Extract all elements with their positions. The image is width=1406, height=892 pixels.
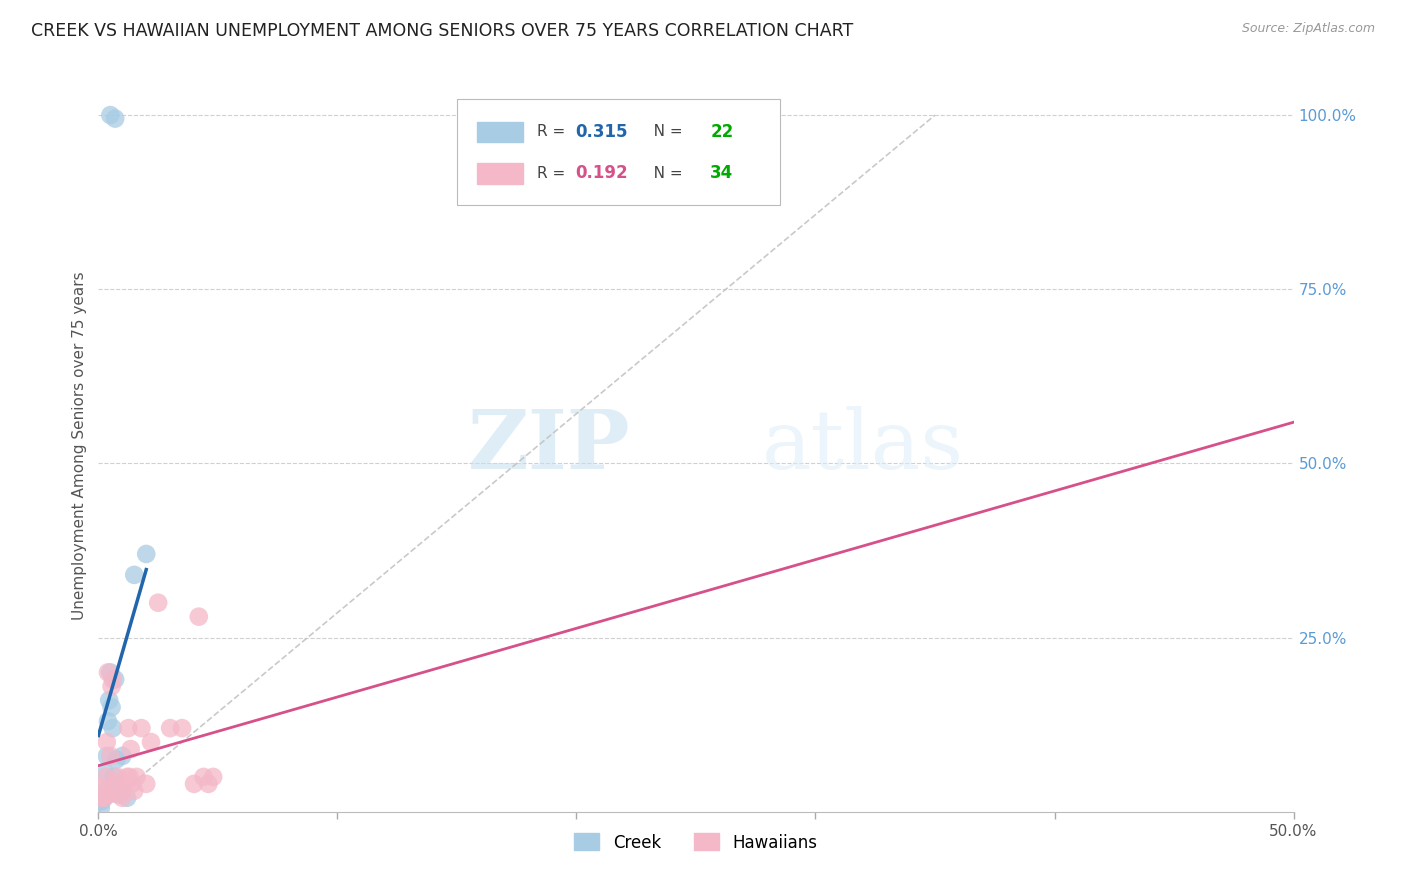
Text: R =: R =: [537, 166, 571, 181]
Point: [101, 721, 124, 735]
Bar: [477, 121, 523, 142]
Point: [98, 108, 122, 122]
Point: [93, 784, 115, 798]
Text: R =: R =: [537, 124, 571, 139]
Point: [107, 787, 129, 801]
Point: [115, 790, 138, 805]
Point: [114, 777, 136, 791]
Point: [105, 752, 128, 766]
Point: [202, 770, 225, 784]
Point: [187, 609, 209, 624]
Point: [120, 742, 142, 756]
Point: [93, 790, 115, 805]
Point: [183, 777, 205, 791]
Point: [103, 770, 125, 784]
Text: ZIP: ZIP: [468, 406, 630, 486]
Point: [139, 735, 162, 749]
Point: [98, 787, 121, 801]
Point: [104, 673, 127, 687]
Point: [98, 693, 121, 707]
Point: [98, 665, 122, 680]
Point: [91, 790, 114, 805]
Point: [135, 777, 157, 791]
Point: [108, 787, 131, 801]
Point: [172, 721, 194, 735]
Point: [100, 700, 122, 714]
Point: [124, 567, 146, 582]
Text: 0.315: 0.315: [575, 123, 627, 141]
Point: [108, 784, 131, 798]
Point: [98, 749, 122, 764]
Point: [193, 770, 215, 784]
Text: CREEK VS HAWAIIAN UNEMPLOYMENT AMONG SENIORS OVER 75 YEARS CORRELATION CHART: CREEK VS HAWAIIAN UNEMPLOYMENT AMONG SEN…: [31, 22, 853, 40]
Text: 34: 34: [710, 164, 734, 182]
Point: [101, 673, 124, 687]
Point: [100, 679, 122, 693]
Point: [90, 801, 112, 815]
Bar: [477, 163, 523, 184]
Point: [91, 787, 114, 801]
Point: [104, 777, 127, 791]
Point: [91, 780, 114, 795]
Legend: Creek, Hawaiians: Creek, Hawaiians: [568, 827, 824, 858]
Point: [111, 749, 134, 764]
Point: [115, 770, 138, 784]
FancyBboxPatch shape: [457, 99, 780, 204]
Point: [94, 766, 117, 780]
Text: N =: N =: [638, 166, 688, 181]
Point: [117, 721, 139, 735]
Text: Source: ZipAtlas.com: Source: ZipAtlas.com: [1241, 22, 1375, 36]
Text: N =: N =: [638, 124, 688, 139]
Point: [104, 112, 127, 126]
Point: [90, 790, 112, 805]
Point: [135, 547, 157, 561]
Y-axis label: Unemployment Among Seniors over 75 years: Unemployment Among Seniors over 75 years: [72, 272, 87, 620]
Point: [111, 790, 134, 805]
Point: [91, 794, 114, 808]
Point: [94, 770, 117, 784]
Point: [121, 777, 143, 791]
Point: [97, 714, 120, 728]
Point: [159, 721, 181, 735]
Point: [97, 665, 120, 680]
Text: 22: 22: [710, 123, 734, 141]
Text: atlas: atlas: [762, 406, 965, 486]
Text: 0.192: 0.192: [575, 164, 628, 182]
Point: [148, 596, 170, 610]
Point: [197, 777, 219, 791]
Point: [107, 770, 129, 784]
Point: [96, 735, 118, 749]
Point: [96, 749, 118, 764]
Point: [131, 721, 153, 735]
Point: [124, 784, 146, 798]
Point: [125, 770, 148, 784]
Point: [118, 770, 141, 784]
